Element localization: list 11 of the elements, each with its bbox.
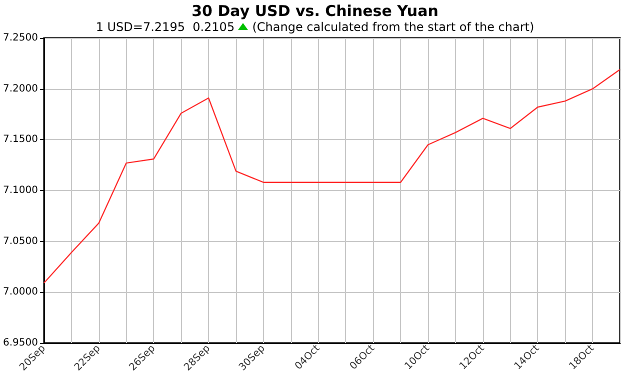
y-tick-label: 6.9500 xyxy=(2,338,38,348)
chart-subtitle: 1 USD=7.2195 0.2105 xyxy=(96,20,235,34)
y-tick-label: 7.1500 xyxy=(2,134,38,146)
y-tick-label: 7.2000 xyxy=(2,83,38,94)
text: (Change calculated from the start of the chart) xyxy=(252,20,534,34)
y-tick-label: 7.0000 xyxy=(2,286,38,298)
y-tick-label: 7.0500 xyxy=(2,236,38,247)
line-series xyxy=(43,68,621,284)
chart-title: 30 Day USD vs. Chinese Yuan xyxy=(190,2,440,20)
y-tick-label: 7.2500 xyxy=(2,32,38,44)
y-tick-label: 7.1000 xyxy=(2,185,38,196)
